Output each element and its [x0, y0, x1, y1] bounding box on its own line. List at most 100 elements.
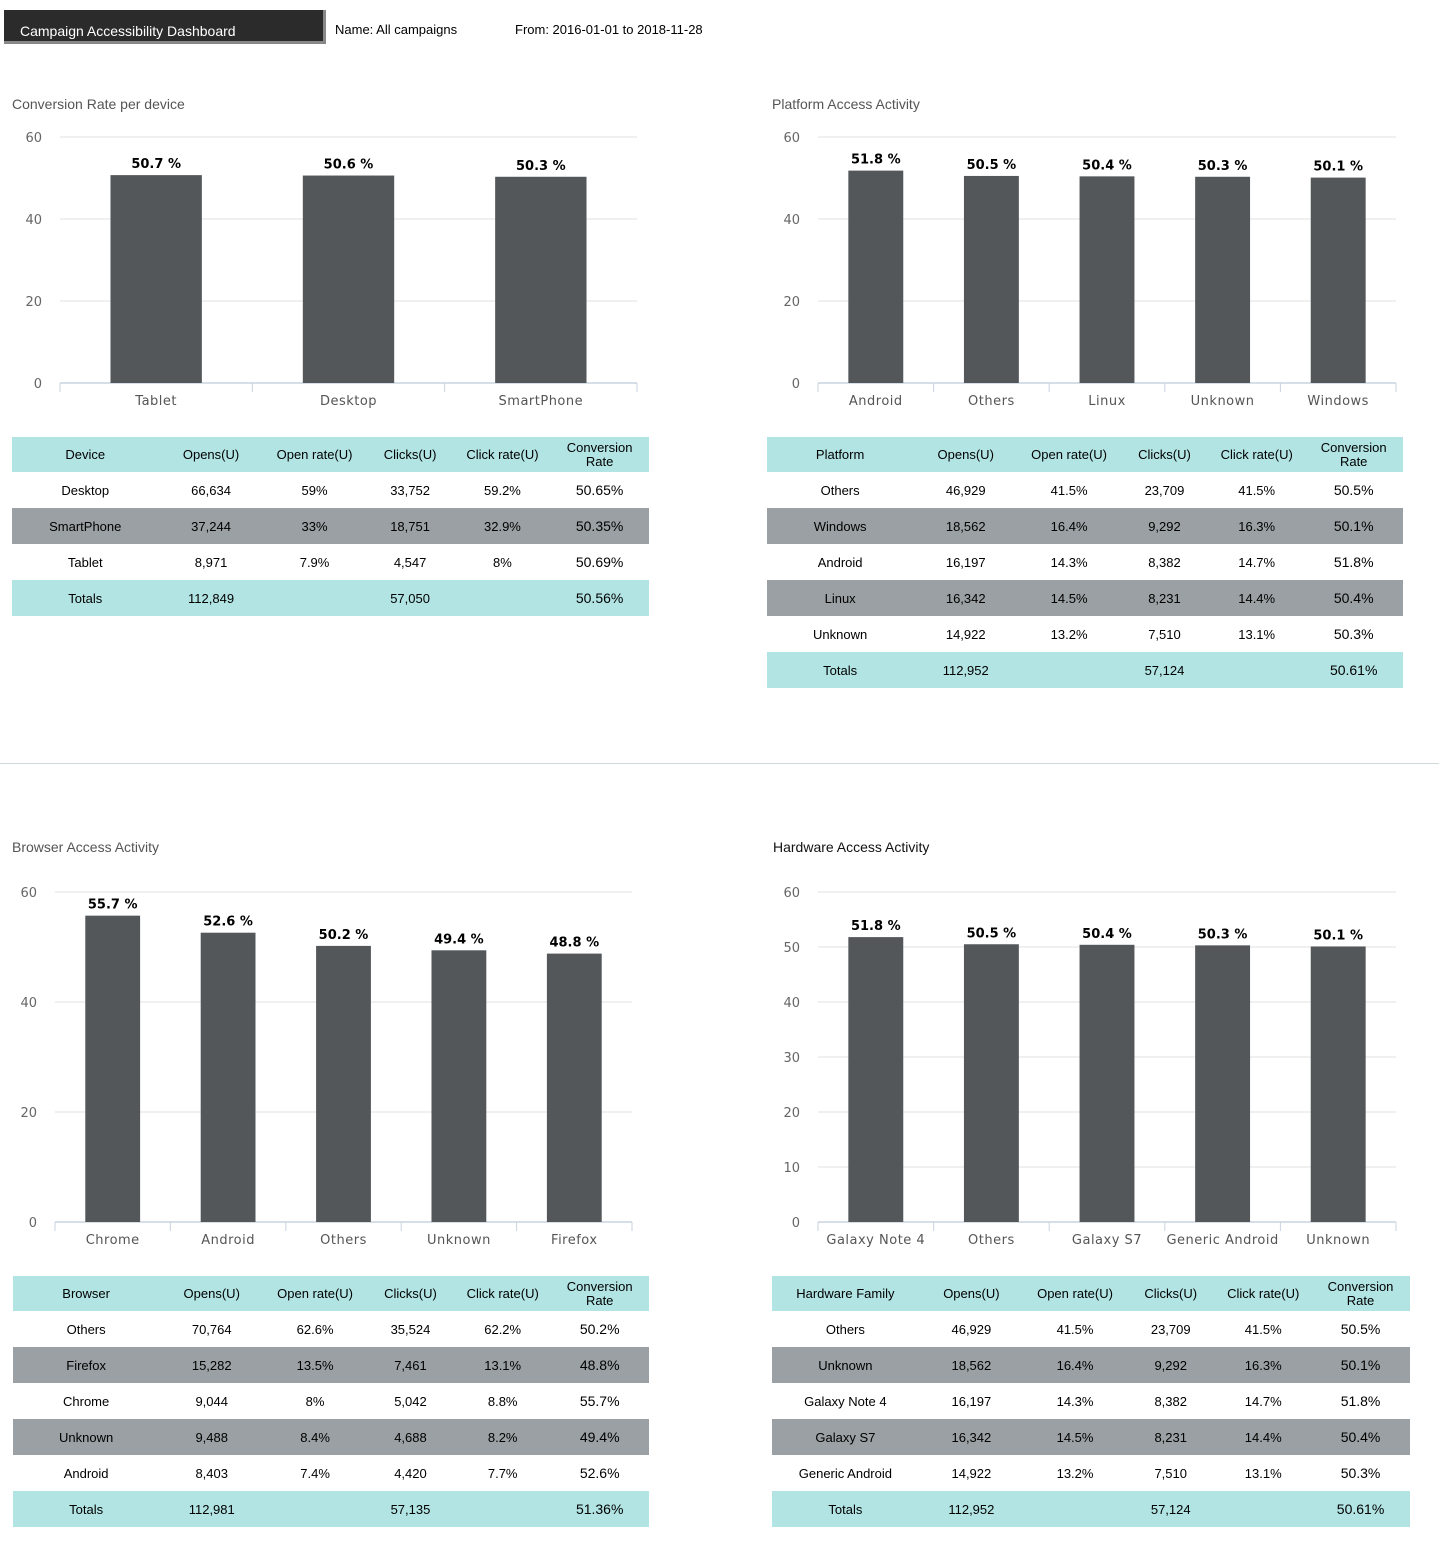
table-cell: 50.65% [575, 482, 624, 498]
table-cell: 50.3% [1340, 1465, 1381, 1481]
bar-galaxy-note-4[interactable] [848, 937, 904, 1222]
table-cell: 8,382 [1154, 1393, 1187, 1409]
column-header[interactable]: Device [12, 437, 159, 472]
column-header[interactable]: Conversion Rate [1311, 1276, 1410, 1311]
column-header[interactable]: Open rate(U) [1024, 1276, 1127, 1311]
table-cell: 18,562 [918, 1347, 1024, 1383]
table-cell: Totals [12, 580, 159, 616]
x-tick-label: Unknown [427, 1233, 491, 1248]
column-header[interactable]: Click rate(U) [1208, 437, 1305, 472]
y-tick-label: 60 [783, 886, 800, 901]
table-cell: Totals [13, 1491, 160, 1527]
table-cell: 16.4% [1018, 508, 1120, 544]
table-cell: 49.4% [550, 1419, 649, 1455]
column-header[interactable]: Opens(U) [913, 437, 1019, 472]
table-cell: 16.4% [1024, 1347, 1127, 1383]
column-header[interactable]: Conversion Rate [1304, 437, 1403, 472]
table-row: Linux 16,342 14.5% 8,231 14.4% 50.4% [767, 580, 1403, 616]
table-cell: 50.1% [1304, 508, 1403, 544]
table-cell: 50.61% [1311, 1491, 1410, 1527]
column-header[interactable]: Open rate(U) [264, 1276, 366, 1311]
column-header[interactable]: Click rate(U) [454, 437, 551, 472]
platform-table: Platform Opens(U) Open rate(U) Clicks(U) Cli… [767, 437, 1403, 688]
table-header-row: Hardware Family Opens(U) Open rate(U) Click… [772, 1276, 1410, 1311]
bar-others[interactable] [963, 175, 1019, 383]
bar-unknown[interactable] [431, 950, 487, 1222]
table-row: Chrome 9,044 8% 5,042 8.8% 55.7% [13, 1383, 649, 1419]
bar-chrome[interactable] [85, 915, 141, 1222]
table-cell: 37,244 [158, 508, 264, 544]
table-cell: 59% [301, 482, 328, 498]
table-cell: Android [63, 1465, 109, 1481]
table-cell: 41.5% [1238, 482, 1276, 498]
column-header[interactable]: Clicks(U) [365, 437, 455, 472]
bar-generic-android[interactable] [1195, 945, 1251, 1222]
column-header[interactable]: Hardware Family [772, 1276, 919, 1311]
bar-android[interactable] [848, 170, 904, 383]
y-tick-label: 60 [20, 886, 37, 901]
column-header[interactable]: Conversion Rate [550, 1276, 649, 1311]
y-tick-label: 60 [25, 131, 42, 146]
table-cell: 70,764 [191, 1321, 232, 1337]
bar-unknown[interactable] [1195, 176, 1251, 383]
bar-firefox[interactable] [546, 953, 602, 1222]
y-tick-label: 40 [783, 996, 800, 1011]
table-cell: 14.5% [1024, 1419, 1127, 1455]
bar-windows[interactable] [1310, 177, 1366, 383]
column-header[interactable]: Opens(U) [159, 1276, 265, 1311]
table-cell: 15,282 [159, 1347, 265, 1383]
column-header[interactable]: Browser [13, 1276, 160, 1311]
y-tick-label: 40 [25, 213, 42, 228]
column-header[interactable]: Clicks(U) [1119, 437, 1209, 472]
x-tick-label: Others [968, 394, 1015, 409]
table-cell: 16,197 [945, 554, 986, 570]
table-cell: 13.1% [454, 1347, 551, 1383]
table-cell: 18,562 [913, 508, 1019, 544]
bar-desktop[interactable] [302, 175, 395, 383]
column-header[interactable]: Click rate(U) [454, 1276, 551, 1311]
bar-others[interactable] [316, 945, 371, 1222]
column-header[interactable]: Clicks(U) [1126, 1276, 1216, 1311]
bar-unknown[interactable] [1310, 946, 1366, 1222]
bar-linux[interactable] [1079, 176, 1135, 383]
table-cell [1024, 1491, 1127, 1527]
table-cell: 14,922 [951, 1465, 992, 1481]
table-cell: 50.2% [579, 1321, 620, 1337]
x-tick-label: Firefox [551, 1233, 598, 1248]
table-cell: 9,044 [195, 1393, 228, 1409]
x-tick-label: Galaxy Note 4 [826, 1233, 925, 1248]
table-cell: 41.5% [1244, 1321, 1282, 1337]
column-header[interactable]: Conversion Rate [550, 437, 649, 472]
table-cell: Unknown [813, 626, 868, 642]
column-header[interactable]: Clicks(U) [365, 1276, 455, 1311]
bar-others[interactable] [963, 944, 1019, 1222]
browser-chart-title: Browser Access Activity [12, 839, 160, 855]
table-cell: 8.4% [264, 1419, 366, 1455]
table-cell [1018, 652, 1120, 688]
table-cell: Galaxy S7 [772, 1419, 919, 1455]
column-header[interactable]: Opens(U) [158, 437, 264, 472]
bar-tablet[interactable] [110, 175, 202, 383]
bar-smartphone[interactable] [495, 176, 587, 383]
table-cell: 14.7% [1244, 1393, 1282, 1409]
table-cell: 16.3% [1215, 1347, 1312, 1383]
table-row: Generic Android 14,922 13.2% 7,510 13.1% 50.3… [772, 1455, 1410, 1491]
table-cell: 9,488 [159, 1419, 265, 1455]
table-cell: 50.35% [550, 508, 649, 544]
column-header[interactable]: Opens(U) [918, 1276, 1024, 1311]
table-row: Desktop 66,634 59% 33,752 59.2% 50.65% [12, 472, 649, 508]
table-cell: 7.7% [487, 1465, 518, 1481]
bar-galaxy-s7[interactable] [1079, 944, 1135, 1222]
table-cell: 8% [493, 554, 512, 570]
table-cell: 46,929 [951, 1321, 992, 1337]
column-header[interactable]: Click rate(U) [1215, 1276, 1312, 1311]
column-header[interactable]: Open rate(U) [1018, 437, 1120, 472]
bar-android[interactable] [200, 932, 256, 1222]
column-header[interactable]: Open rate(U) [263, 437, 366, 472]
table-cell: Unknown [13, 1419, 160, 1455]
table-cell: 33,752 [390, 482, 430, 498]
table-cell: 7,510 [1154, 1465, 1187, 1481]
table-cell: Totals [767, 652, 914, 688]
column-header[interactable]: Platform [767, 437, 914, 472]
table-cell: Chrome [63, 1393, 110, 1409]
